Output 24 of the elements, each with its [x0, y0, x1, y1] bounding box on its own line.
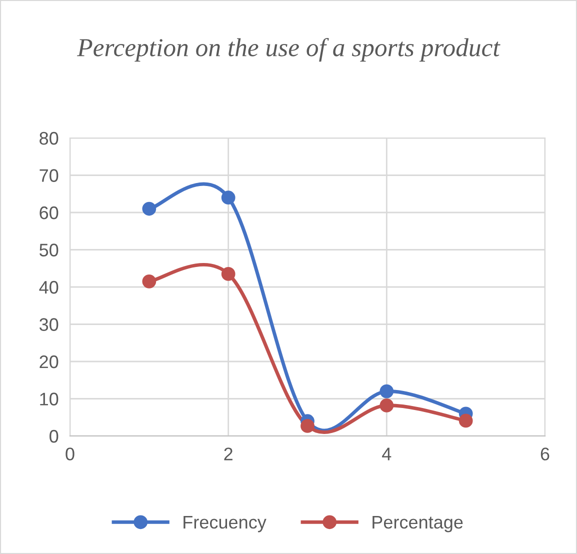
legend-label: Frecuency	[184, 516, 266, 532]
point	[300, 419, 314, 433]
point	[142, 202, 156, 216]
point	[221, 190, 236, 205]
y-tick-label: 70	[40, 169, 58, 182]
y-tick-label: 60	[40, 206, 58, 220]
point	[221, 267, 236, 281]
y-tick-label: 10	[40, 392, 58, 406]
y-tick-label: 30	[39, 318, 58, 331]
y-tick-label: 50	[40, 244, 58, 256]
legend-label: Percentage	[372, 516, 463, 532]
point	[458, 414, 473, 428]
x-tick-label: 2	[224, 448, 232, 460]
chart-title: Perception on the use of a sports product	[77, 38, 500, 62]
y-tick-label: 80	[40, 132, 58, 145]
y-tick-label: 40	[39, 280, 58, 294]
y-tick-label: 0	[50, 430, 58, 443]
x-tick-label: 6	[540, 448, 550, 460]
x-tick-label: 4	[382, 448, 392, 460]
x-tick-label: 0	[66, 448, 74, 460]
point	[380, 384, 394, 398]
point	[142, 274, 156, 288]
y-tick-label: 20	[40, 355, 58, 368]
point	[380, 398, 394, 412]
